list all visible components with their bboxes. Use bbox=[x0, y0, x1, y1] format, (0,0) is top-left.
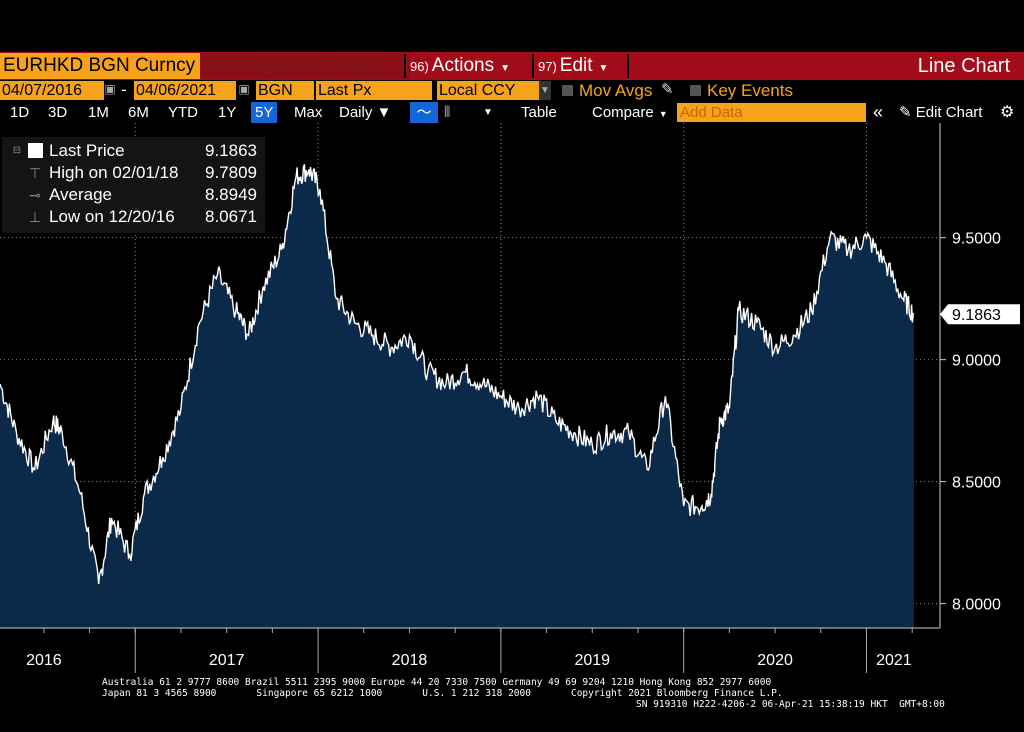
table-button[interactable]: Table bbox=[521, 104, 557, 121]
pencil-icon: ✎ bbox=[899, 104, 916, 121]
range-1m[interactable]: 1M bbox=[88, 104, 109, 121]
chevron-down-icon: ▼ bbox=[598, 63, 609, 74]
end-date-input[interactable]: 04/06/2021 bbox=[134, 81, 236, 100]
legend-last-label: Last Price bbox=[49, 141, 125, 160]
pencil-icon[interactable]: ✎ bbox=[661, 81, 674, 98]
line-chart-icon[interactable]: 〜 bbox=[410, 102, 438, 123]
y-tick-label: 9.0000 bbox=[952, 353, 1001, 370]
high-marker-icon: ⊤ bbox=[28, 165, 42, 181]
legend-high-label: High on 02/01/18 bbox=[49, 163, 179, 182]
chart-type-title: Line Chart bbox=[917, 55, 1010, 77]
range-ytd[interactable]: YTD bbox=[168, 104, 198, 121]
mov-avgs-label[interactable]: Mov Avgs bbox=[579, 81, 653, 100]
key-events-label[interactable]: Key Events bbox=[707, 81, 793, 100]
source-input[interactable]: BGN bbox=[256, 81, 314, 100]
edit-chart-button[interactable]: ✎ Edit Chart bbox=[899, 102, 982, 123]
footer-contacts-line1: Australia 61 2 9777 8600 Brazil 5511 239… bbox=[102, 677, 772, 688]
x-tick-label: 2017 bbox=[209, 652, 245, 669]
actions-label: Actions bbox=[431, 55, 495, 76]
footer-session-line: SN 919310 H222-4206-2 06-Apr-21 15:38:19… bbox=[636, 699, 945, 710]
legend-high-value: 9.7809 bbox=[205, 163, 257, 182]
gear-icon[interactable]: ⚙ bbox=[1000, 104, 1015, 121]
legend-low-value: 8.0671 bbox=[205, 207, 257, 226]
x-tick-label: 2020 bbox=[757, 652, 793, 669]
last-value-tag bbox=[940, 304, 1020, 325]
x-tick-label: 2018 bbox=[392, 652, 428, 669]
bar-chart-icon[interactable]: ⫴ bbox=[444, 104, 451, 121]
range-3d[interactable]: 3D bbox=[48, 104, 68, 121]
average-marker-icon: ⊸ bbox=[29, 187, 41, 203]
range-1d[interactable]: 1D bbox=[10, 104, 30, 121]
price-area bbox=[0, 164, 914, 629]
x-tick-label: 2021 bbox=[876, 652, 912, 669]
chevron-down-icon: ▼ bbox=[658, 109, 668, 119]
legend-average-label: Average bbox=[49, 185, 113, 204]
range-6m[interactable]: 6M bbox=[128, 104, 149, 121]
price-chart: 8.0000 8.5000 9.0000 9.5000 2016 2017 2018 2019… bbox=[0, 123, 1020, 673]
menu-divider bbox=[404, 54, 406, 78]
collapse-icon[interactable]: « bbox=[873, 102, 884, 122]
y-tick-label: 8.0000 bbox=[952, 597, 1001, 614]
legend bbox=[2, 137, 265, 233]
compare-label: Compare bbox=[592, 104, 654, 121]
axes: 8.0000 8.5000 9.0000 9.5000 2016 2017 2018 2019… bbox=[0, 123, 1020, 673]
last-value-label: 9.1863 bbox=[952, 307, 1001, 324]
add-data-input[interactable]: Add Data bbox=[677, 103, 866, 122]
calendar-icon[interactable]: ▣ bbox=[104, 82, 116, 96]
menu-divider bbox=[532, 54, 534, 78]
chevron-down-icon[interactable]: ▼ bbox=[539, 81, 551, 100]
edit-label: Edit bbox=[559, 55, 593, 76]
low-marker-icon: ⊥ bbox=[28, 209, 42, 225]
mov-avgs-checkbox[interactable] bbox=[562, 85, 573, 96]
collapse-icon[interactable]: ⊟ bbox=[12, 145, 22, 156]
start-date-input[interactable]: 04/07/2016 bbox=[0, 81, 104, 100]
x-tick-label: 2016 bbox=[26, 652, 62, 669]
y-tick-label: 8.5000 bbox=[952, 475, 1001, 492]
range-max[interactable]: Max bbox=[294, 104, 323, 121]
actions-menu[interactable]: 96) Actions ▼ bbox=[410, 53, 510, 79]
legend-low-label: Low on 12/20/16 bbox=[49, 207, 175, 226]
chevron-down-icon[interactable]: ▼ bbox=[483, 107, 493, 118]
y-tick-label: 9.5000 bbox=[952, 231, 1001, 248]
range-1y[interactable]: 1Y bbox=[218, 104, 237, 121]
edit-menu[interactable]: 97) Edit ▼ bbox=[538, 53, 608, 79]
actions-number: 96) bbox=[410, 59, 429, 74]
x-tick-label: 2019 bbox=[574, 652, 610, 669]
range-toolbar bbox=[0, 102, 1024, 123]
suggested-charts-button[interactable]: 94) Suggested Charts bbox=[200, 53, 410, 79]
edit-chart-label: Edit Chart bbox=[915, 104, 983, 121]
edit-number: 97) bbox=[538, 59, 557, 74]
range-5y[interactable]: 5Y bbox=[251, 102, 278, 123]
field-input[interactable]: Last Px bbox=[316, 81, 432, 100]
currency-select[interactable]: Local CCY bbox=[437, 81, 539, 100]
menu-divider bbox=[627, 54, 629, 78]
calendar-icon[interactable]: ▣ bbox=[238, 82, 250, 96]
legend-average-value: 8.8949 bbox=[205, 185, 257, 204]
price-line bbox=[0, 164, 915, 585]
compare-menu[interactable]: Compare ▼ bbox=[592, 102, 668, 123]
key-events-checkbox[interactable] bbox=[690, 85, 701, 96]
date-dash: - bbox=[121, 80, 127, 99]
ticker-field[interactable]: EURHKD BGN Curncy bbox=[0, 53, 201, 79]
last-price-swatch bbox=[28, 143, 43, 158]
footer-contacts-line2: Japan 81 3 4565 8900 Singapore 65 6212 1… bbox=[102, 688, 783, 699]
legend-last-value: 9.1863 bbox=[205, 141, 257, 160]
chevron-down-icon: ▼ bbox=[500, 63, 511, 74]
frequency-select[interactable]: Daily ▼ bbox=[339, 104, 392, 121]
